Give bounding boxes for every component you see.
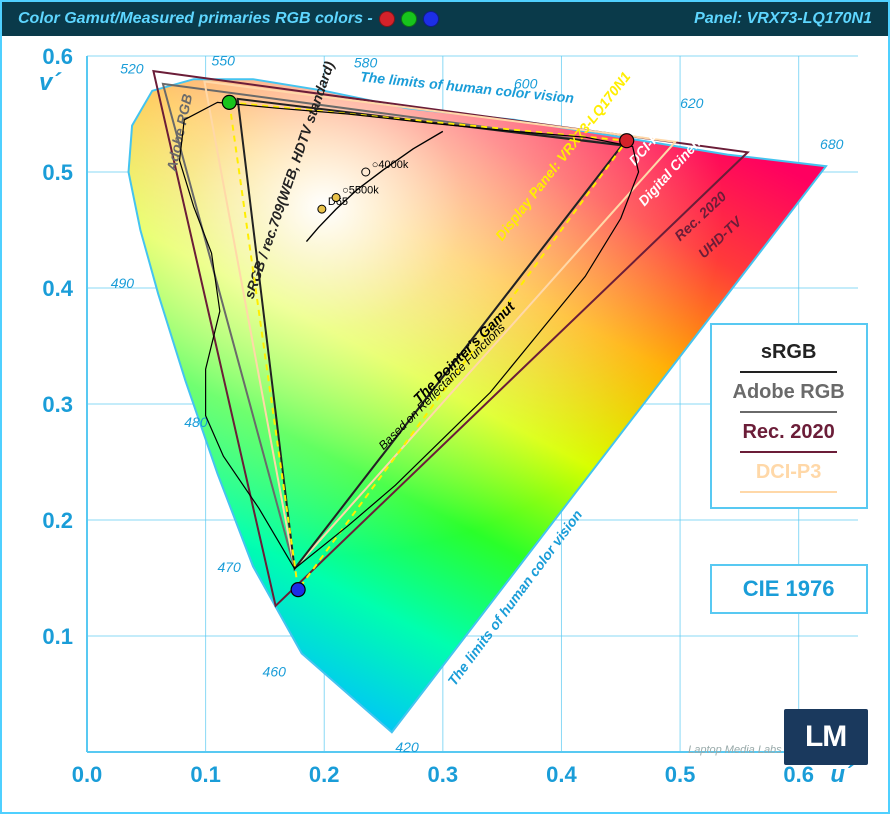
svg-text:○5500k: ○5500k [342, 185, 379, 197]
legend-gamuts: sRGB Adobe RGB Rec. 2020 DCI-P3 [710, 323, 868, 509]
svg-text:0.0: 0.0 [72, 762, 103, 787]
svg-text:680: 680 [820, 136, 844, 152]
svg-text:0.5: 0.5 [42, 160, 73, 185]
dot-green-icon [401, 11, 417, 27]
svg-text:0.6: 0.6 [783, 762, 814, 787]
svg-text:0.3: 0.3 [42, 392, 73, 417]
svg-text:460: 460 [263, 664, 287, 680]
dot-blue-icon [423, 11, 439, 27]
svg-text:○4000k: ○4000k [372, 159, 409, 171]
legend-cie-label: CIE 1976 [743, 576, 835, 601]
chart-frame: Color Gamut/Measured primaries RGB color… [0, 0, 890, 814]
svg-text:0.2: 0.2 [42, 508, 73, 533]
brand-logo: LM [784, 709, 868, 765]
credit-text: Laptop Media Labs [688, 744, 782, 756]
svg-text:0.2: 0.2 [309, 762, 340, 787]
svg-text:0.4: 0.4 [546, 762, 577, 787]
svg-text:The limits of human color visi: The limits of human color vision [360, 68, 575, 106]
svg-text:u´: u´ [830, 761, 855, 788]
brand-logo-text: LM [805, 720, 846, 754]
svg-text:0.5: 0.5 [665, 762, 696, 787]
svg-text:480: 480 [184, 414, 208, 430]
svg-text:620: 620 [680, 95, 704, 111]
header-title-left: Color Gamut/Measured primaries RGB color… [18, 10, 439, 28]
svg-text:420: 420 [395, 739, 419, 755]
dot-red-icon [379, 11, 395, 27]
svg-text:550: 550 [212, 52, 236, 68]
header-title-text: Color Gamut/Measured primaries RGB color… [18, 10, 373, 28]
svg-text:0.4: 0.4 [42, 276, 73, 301]
svg-text:0.1: 0.1 [42, 624, 73, 649]
svg-text:0.1: 0.1 [190, 762, 221, 787]
legend-item: DCI-P3 [728, 459, 850, 485]
svg-text:0.6: 0.6 [42, 44, 73, 69]
svg-text:v´: v´ [39, 69, 62, 96]
plot-area: 0.0 0.1 0.2 0.3 0.4 0.5 0.6 0.1 0.2 0.3 0.4 0.5 0.6 u… [2, 36, 888, 812]
svg-text:490: 490 [111, 275, 135, 291]
chart-header: Color Gamut/Measured primaries RGB color… [2, 2, 888, 36]
svg-text:0.3: 0.3 [428, 762, 459, 787]
svg-text:520: 520 [120, 60, 144, 76]
legend-item: Rec. 2020 [728, 419, 850, 445]
header-title-right: Panel: VRX73-LQ170N1 [694, 10, 872, 28]
legend-item: sRGB [728, 339, 850, 365]
legend-cie-box: CIE 1976 [710, 564, 868, 614]
svg-text:470: 470 [217, 559, 241, 575]
legend-item: Adobe RGB [728, 379, 850, 405]
